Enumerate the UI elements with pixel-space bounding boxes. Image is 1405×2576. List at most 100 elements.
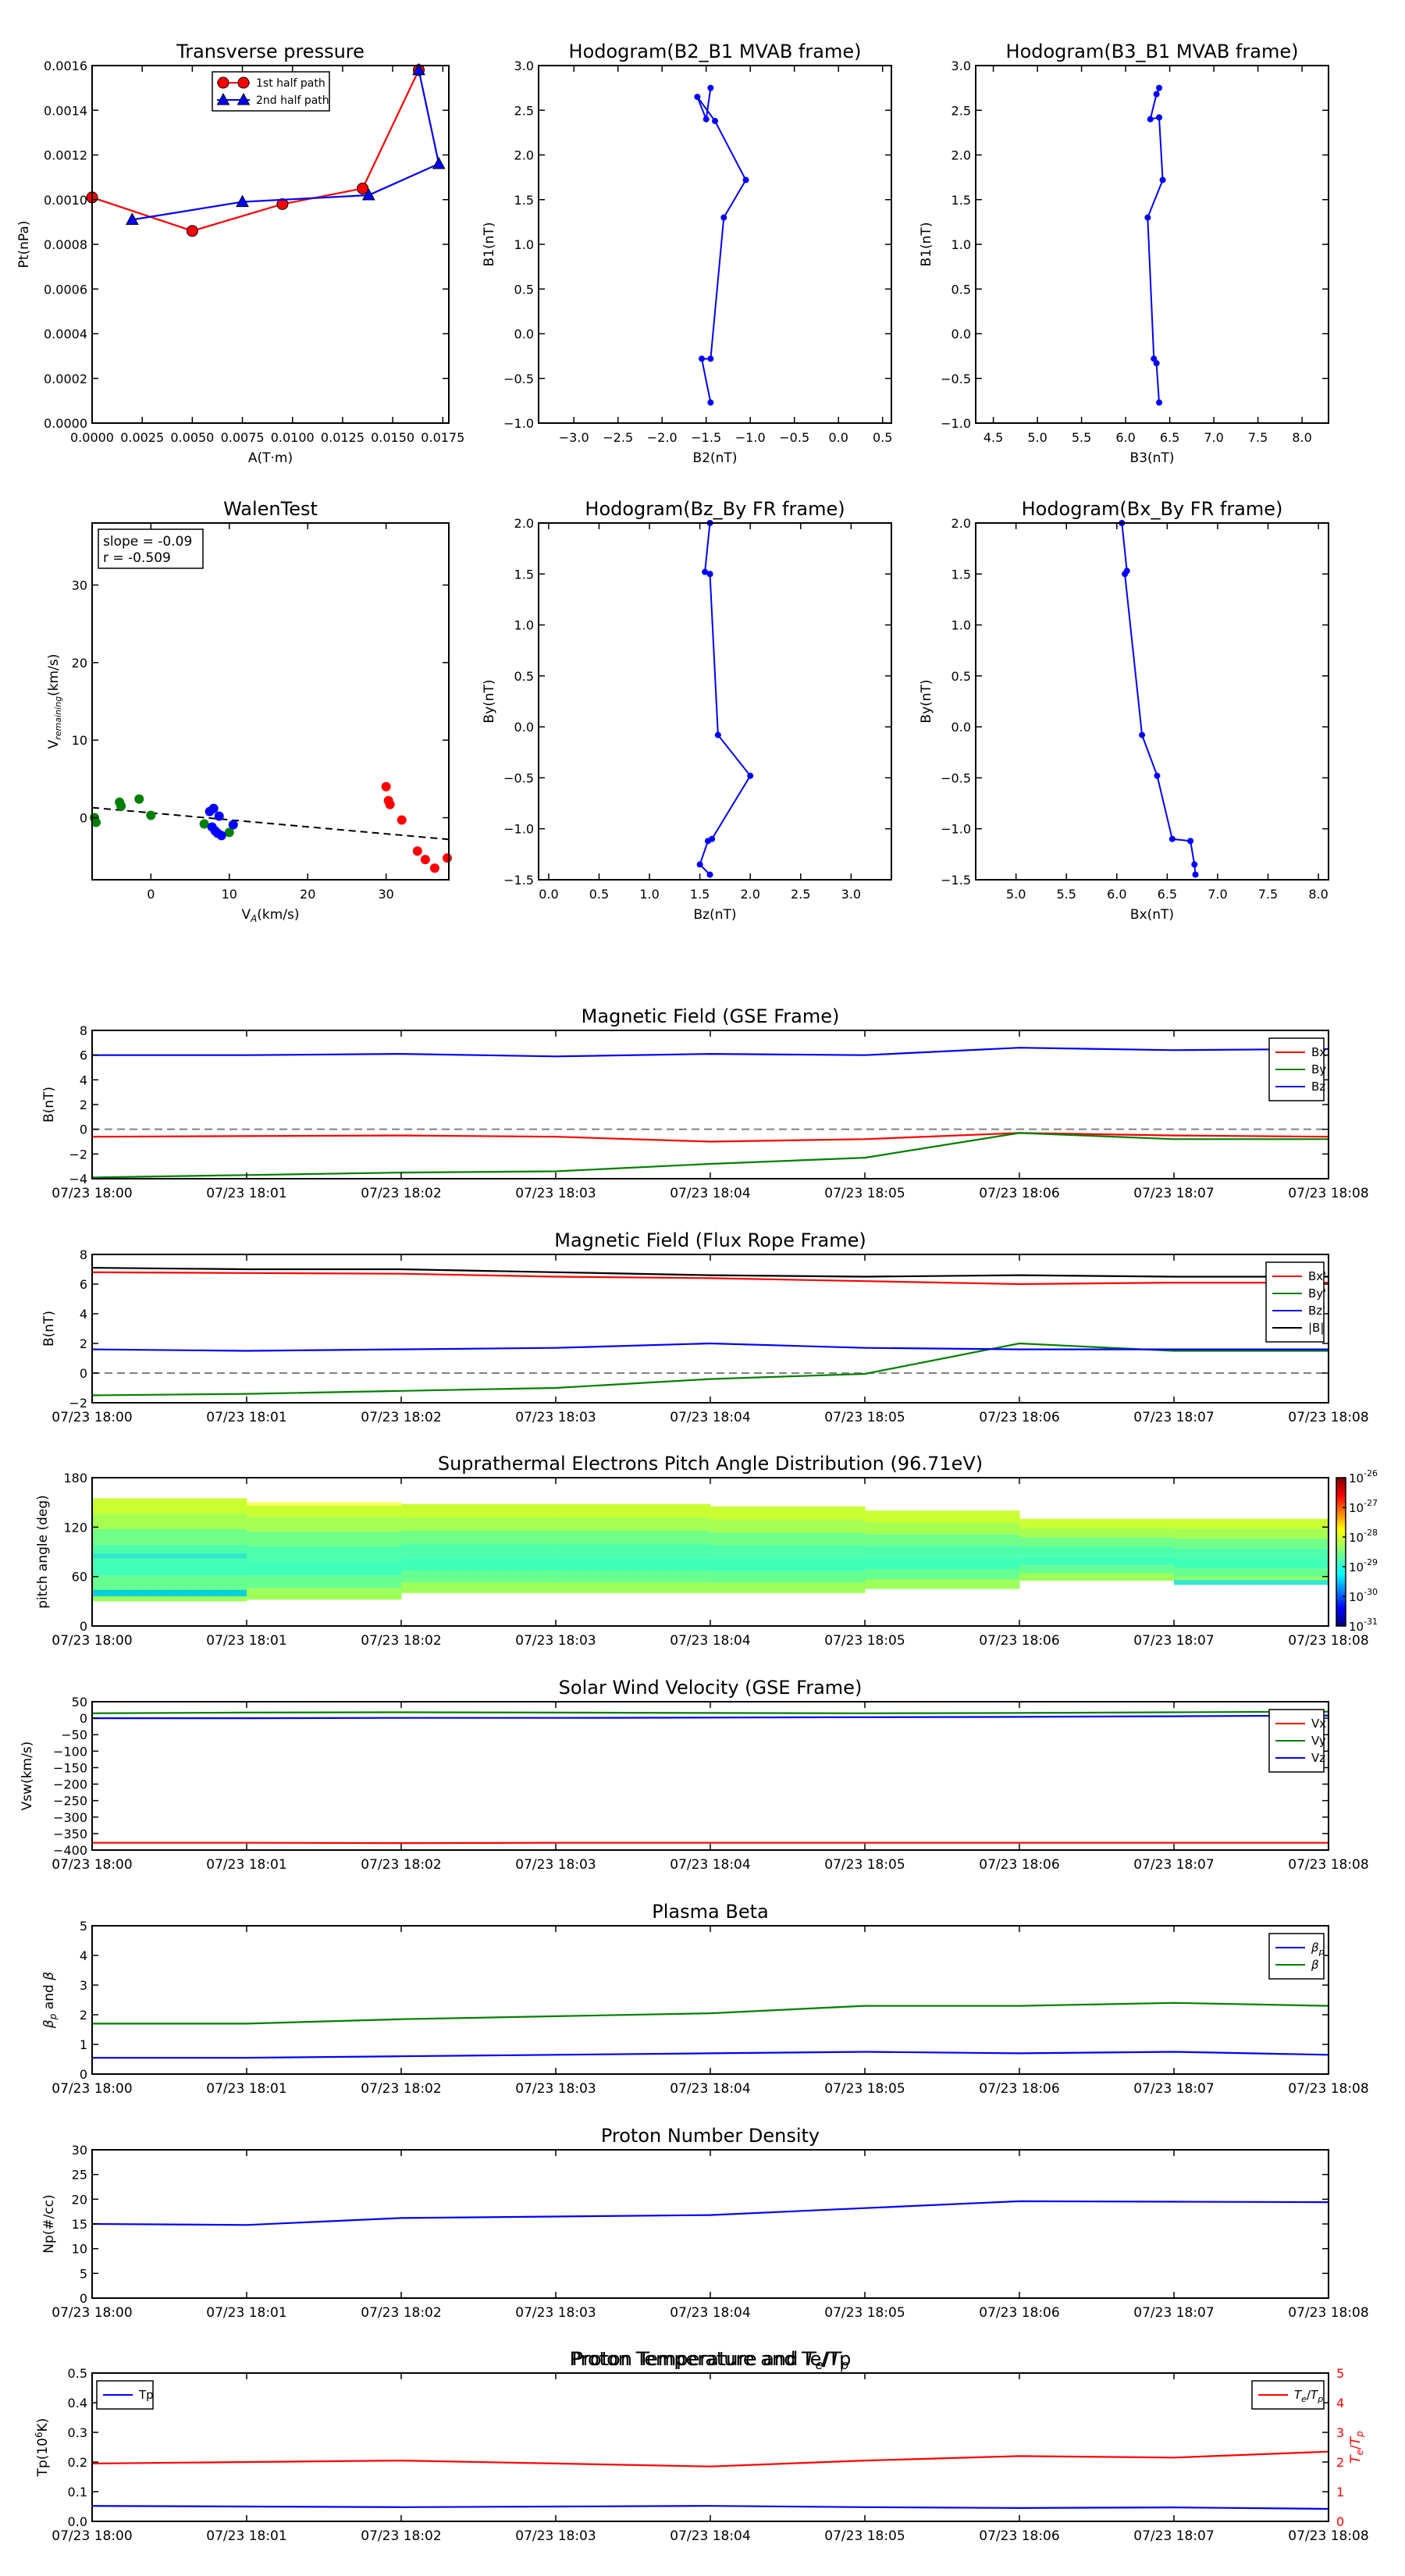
y-axis-label: Np(#/cc) bbox=[41, 2194, 57, 2253]
scatter-point bbox=[210, 826, 220, 836]
xtick-label: 2.0 bbox=[740, 887, 759, 902]
ytick-label: 0.0 bbox=[514, 327, 534, 342]
pad-cell bbox=[92, 1528, 247, 1545]
ytick-label: 30 bbox=[72, 578, 87, 592]
time-tick-label: 07/23 18:02 bbox=[361, 1633, 441, 1649]
scatter-point bbox=[214, 811, 224, 821]
ytick-label: −200 bbox=[53, 1777, 87, 1792]
xtick-label: 0 bbox=[147, 887, 155, 902]
time-tick-label: 07/23 18:05 bbox=[824, 2528, 905, 2544]
panel-title: Magnetic Field (Flux Rope Frame) bbox=[554, 1229, 866, 1251]
hodogram-point bbox=[706, 871, 713, 878]
pad-cell bbox=[247, 1502, 402, 1517]
xtick-label: 0.5 bbox=[589, 887, 609, 902]
xtick-label: 0.0 bbox=[828, 430, 848, 445]
time-tick-label: 07/23 18:00 bbox=[52, 1633, 132, 1649]
time-tick-label: 07/23 18:03 bbox=[515, 2305, 596, 2321]
pad-cell bbox=[1019, 1556, 1175, 1566]
hodogram-point bbox=[1144, 214, 1151, 221]
pad-cell bbox=[401, 1544, 557, 1558]
ytick-label: 0.1 bbox=[68, 2485, 87, 2500]
xtick-label: 7.0 bbox=[1204, 430, 1223, 445]
hodogram-point bbox=[1153, 360, 1160, 367]
series-line-Vy bbox=[91, 1710, 1329, 1714]
xtick-label: 0.0175 bbox=[421, 430, 464, 445]
xtick-label: 1.0 bbox=[639, 887, 659, 902]
legend-label: Tp bbox=[138, 2388, 154, 2402]
ytick-label: 0 bbox=[80, 1711, 87, 1726]
y-axis-label: B(nT) bbox=[41, 1311, 57, 1347]
ytick-label: 8 bbox=[80, 1247, 87, 1262]
time-tick-label: 07/23 18:04 bbox=[670, 1633, 750, 1649]
time-tick-label: 07/23 18:01 bbox=[206, 1857, 286, 1873]
ytick-label-right: 1 bbox=[1336, 2485, 1344, 2500]
chart-title: WalenTest bbox=[223, 498, 318, 520]
pad-cell bbox=[1174, 1558, 1329, 1569]
scatter-point bbox=[385, 799, 395, 809]
y-axis-label: pitch angle (deg) bbox=[35, 1495, 51, 1609]
pad-cell bbox=[1019, 1546, 1175, 1557]
legend-label: β bbox=[1311, 1958, 1319, 1972]
pad-cell bbox=[1019, 1565, 1175, 1574]
pad-cell bbox=[401, 1557, 557, 1571]
pad-cell bbox=[1174, 1568, 1329, 1578]
y-axis-label: By(nT) bbox=[482, 679, 497, 723]
colorbar-label: 10-27 bbox=[1349, 1498, 1378, 1515]
time-tick-label: 07/23 18:00 bbox=[52, 1186, 132, 1201]
scatter-point bbox=[146, 810, 156, 820]
ytick-label: 1.5 bbox=[514, 193, 534, 208]
time-tick-label: 07/23 18:08 bbox=[1288, 2081, 1368, 2097]
time-tick-label: 07/23 18:07 bbox=[1133, 1633, 1214, 1649]
xtick-label: 20 bbox=[300, 887, 315, 902]
ytick-label-right: 5 bbox=[1336, 2366, 1344, 2381]
hodogram-point bbox=[1122, 571, 1129, 578]
ytick-label: −2 bbox=[69, 1147, 87, 1162]
pad-cell bbox=[92, 1498, 247, 1514]
ytick-label: −1.5 bbox=[503, 873, 534, 888]
time-tick-label: 07/23 18:08 bbox=[1288, 1633, 1368, 1649]
x-axis-label: A(T·m) bbox=[248, 450, 293, 466]
xtick-label: 0.0 bbox=[539, 887, 558, 902]
ytick-label: 1.5 bbox=[514, 567, 534, 582]
legend-label: βp bbox=[1311, 1941, 1325, 1957]
temp-frame bbox=[91, 2372, 1329, 2522]
ytick-label: 20 bbox=[72, 656, 87, 671]
chart-title: Hodogram(B2_B1 MVAB frame) bbox=[569, 41, 862, 62]
time-tick-label: 07/23 18:06 bbox=[979, 2305, 1059, 2321]
ytick-label: 30 bbox=[72, 2143, 87, 2158]
time-tick-label: 07/23 18:00 bbox=[52, 1410, 132, 1425]
pad-cell bbox=[865, 1510, 1020, 1523]
pad-cell bbox=[401, 1571, 557, 1583]
ytick-label: 0.2 bbox=[68, 2455, 87, 2470]
legend-label: Bz bbox=[1311, 1080, 1325, 1094]
series-line-1 bbox=[91, 2200, 1329, 2226]
legend-label: By' bbox=[1308, 1286, 1326, 1300]
hodogram-point bbox=[742, 176, 749, 183]
ytick-label: 1.0 bbox=[514, 618, 534, 633]
y-axis-label: Vremaining(km/s) bbox=[46, 654, 63, 749]
xtick-label: 6.5 bbox=[1158, 887, 1177, 902]
ytick-label: −50 bbox=[61, 1727, 87, 1742]
xtick-label: −3.0 bbox=[559, 430, 589, 445]
pad-cell bbox=[1174, 1579, 1329, 1585]
x-axis-label: B3(nT) bbox=[1130, 450, 1175, 466]
ytick-label: 2.0 bbox=[951, 516, 971, 531]
vsw-frame bbox=[91, 1701, 1329, 1851]
time-tick-label: 07/23 18:04 bbox=[670, 1410, 750, 1425]
time-tick-label: 07/23 18:05 bbox=[824, 1633, 905, 1649]
pad-cell bbox=[1019, 1573, 1175, 1581]
xtick-label: 0.0075 bbox=[221, 430, 265, 445]
fit-annotation-box bbox=[98, 528, 204, 569]
hodogram-point bbox=[1192, 871, 1199, 878]
hodogram-line bbox=[1121, 522, 1197, 875]
ytick-label: 25 bbox=[72, 2168, 87, 2183]
scatter-point bbox=[420, 855, 430, 865]
legend-label: 2nd half path bbox=[256, 94, 329, 107]
ytick-label: 5 bbox=[80, 2266, 87, 2281]
pad-cell bbox=[1174, 1528, 1329, 1539]
xtick-label: 0.0100 bbox=[271, 430, 315, 445]
scatter-point bbox=[381, 781, 391, 792]
legend-marker bbox=[216, 92, 230, 105]
ytick-label: 0.5 bbox=[951, 669, 971, 684]
time-tick-label: 07/23 18:02 bbox=[361, 1857, 441, 1873]
